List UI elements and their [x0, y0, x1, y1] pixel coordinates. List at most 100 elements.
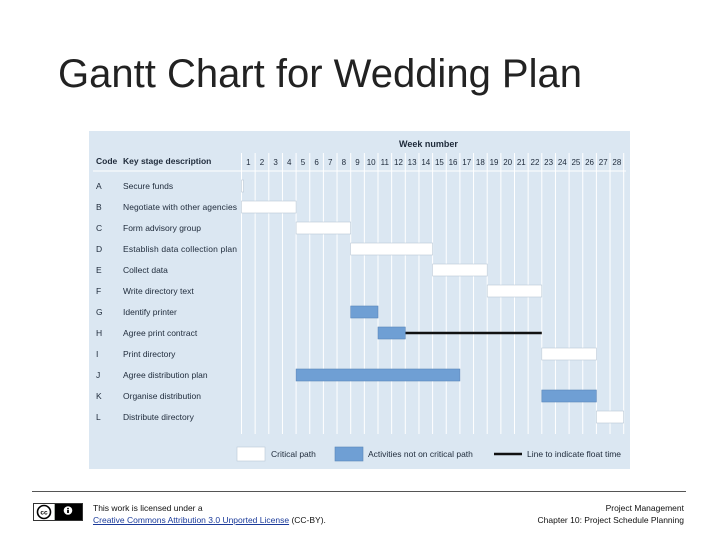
task-name: Print directory	[123, 349, 176, 359]
task-name: Identify printer	[123, 307, 177, 317]
week-tick-label: 23	[544, 158, 553, 167]
task-row: A Secure funds	[96, 181, 173, 191]
week-tick-label: 21	[517, 158, 526, 167]
week-tick-label: 24	[558, 158, 567, 167]
task-bar-d	[350, 242, 433, 256]
task-row: K Organise distribution	[96, 391, 201, 401]
license-suffix: (CC-BY).	[289, 515, 326, 525]
week-tick-label: 26	[585, 158, 594, 167]
task-code: C	[96, 223, 102, 233]
week-tick-label: 17	[462, 158, 471, 167]
task-name: Establish data collection plan	[123, 244, 237, 254]
week-tick-label: 14	[421, 158, 430, 167]
week-tick-labels: 1 2 3 4 5 6 7 8 9 10 11 12 13 14 15 16 17 18 19 20 21 22 23 24 2…	[246, 158, 622, 167]
gantt-chart: Week number Code Key stage description 1…	[89, 131, 630, 469]
task-name: Organise distribution	[123, 391, 201, 401]
course-title: Project Management	[605, 503, 684, 513]
license-line-1: This work is licensed under a	[93, 503, 203, 513]
stage-column-header: Key stage description	[123, 156, 211, 166]
task-bar-a	[241, 179, 244, 193]
license-notice: This work is licensed under a Creative C…	[93, 502, 326, 526]
week-tick-label: 15	[435, 158, 444, 167]
week-tick-label: 28	[612, 158, 621, 167]
week-tick-label: 25	[571, 158, 580, 167]
task-name: Form advisory group	[123, 223, 201, 233]
legend-float-label: Line to indicate float time	[527, 449, 621, 459]
chapter-title: Chapter 10: Project Schedule Planning	[537, 515, 684, 525]
week-tick-label: 20	[503, 158, 512, 167]
week-tick-label: 27	[599, 158, 608, 167]
task-code: F	[96, 286, 101, 296]
week-tick-label: 22	[531, 158, 540, 167]
task-bar-b	[241, 200, 297, 214]
legend-critical-swatch	[236, 446, 266, 462]
task-row: B Negotiate with other agencies	[96, 202, 237, 212]
week-tick-label: 11	[381, 158, 390, 167]
task-code: J	[96, 370, 100, 380]
week-tick-label: 8	[342, 158, 347, 167]
task-code: E	[96, 265, 102, 275]
license-line-2: Creative Commons Attribution 3.0 Unporte…	[93, 514, 326, 526]
task-code: K	[96, 391, 102, 401]
task-row: H Agree print contract	[96, 328, 198, 338]
task-name: Secure funds	[123, 181, 173, 191]
task-name: Agree distribution plan	[123, 370, 208, 380]
week-number-header: Week number	[399, 139, 458, 149]
task-code: I	[96, 349, 98, 359]
task-name: Distribute directory	[123, 412, 195, 422]
task-code: G	[96, 307, 103, 317]
week-tick-label: 10	[367, 158, 376, 167]
week-tick-label: 1	[246, 158, 251, 167]
task-bar-c	[295, 221, 352, 235]
task-code: B	[96, 202, 102, 212]
slide-title: Gantt Chart for Wedding Plan	[58, 52, 582, 96]
legend-critical-label: Critical path	[271, 449, 316, 459]
task-row: G Identify printer	[96, 307, 177, 317]
task-rows: A Secure funds B Negotiate with other agenc…	[96, 181, 237, 422]
task-code: H	[96, 328, 102, 338]
week-tick-label: 6	[314, 158, 319, 167]
task-name: Write directory text	[123, 286, 194, 296]
week-tick-label: 2	[260, 158, 265, 167]
week-tick-label: 16	[449, 158, 458, 167]
task-bar-l	[596, 410, 624, 424]
task-bar-g	[350, 305, 379, 319]
task-name: Agree print contract	[123, 328, 198, 338]
week-tick-label: 18	[476, 158, 485, 167]
license-link[interactable]: Creative Commons Attribution 3.0 Unporte…	[93, 515, 290, 525]
footer-divider	[32, 491, 686, 492]
task-row: D Establish data collection plan	[96, 244, 237, 254]
legend-noncritical-label: Activities not on critical path	[368, 449, 473, 459]
chart-background	[89, 131, 630, 469]
code-column-header: Code	[96, 156, 118, 166]
week-tick-label: 5	[301, 158, 306, 167]
week-tick-label: 4	[287, 158, 292, 167]
task-code: A	[96, 181, 102, 191]
task-bar-e	[432, 263, 488, 277]
week-tick-label: 3	[273, 158, 278, 167]
week-tick-label: 7	[328, 158, 333, 167]
task-bar-f	[486, 284, 543, 298]
task-name: Negotiate with other agencies	[123, 202, 237, 212]
task-row: C Form advisory group	[96, 223, 201, 233]
task-row: I Print directory	[96, 349, 176, 359]
legend-noncritical-swatch	[334, 446, 364, 462]
week-tick-label: 12	[394, 158, 403, 167]
task-row: J Agree distribution plan	[96, 370, 208, 380]
task-bar-j	[295, 368, 461, 382]
task-bars	[241, 179, 624, 424]
task-row: L Distribute directory	[96, 412, 195, 422]
course-info: Project Management Chapter 10: Project S…	[538, 502, 684, 526]
week-tick-label: 9	[355, 158, 360, 167]
task-code: D	[96, 244, 102, 254]
task-bar-h	[377, 326, 406, 340]
task-row: F Write directory text	[96, 286, 194, 296]
task-name: Collect data	[123, 265, 168, 275]
week-tick-label: 13	[408, 158, 417, 167]
chart-legend: Critical path Activities not on critical …	[236, 446, 621, 462]
gantt-chart-svg: Week number Code Key stage description 1…	[89, 131, 630, 469]
svg-text:cc: cc	[40, 510, 48, 517]
task-code: L	[96, 412, 101, 422]
week-tick-label: 19	[490, 158, 499, 167]
cc-by-license-icon: cc	[33, 503, 83, 521]
